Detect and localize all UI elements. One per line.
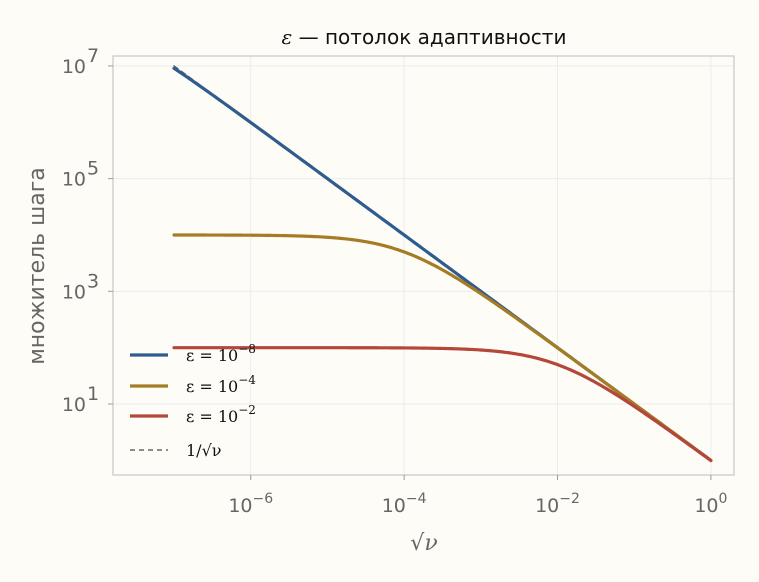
y-tick-label: 10 [62,281,86,303]
y-axis-label: множитель шага [25,167,50,365]
y-tick-exponent: 7 [87,45,99,67]
x-tick-label: 10−4 [382,491,427,517]
legend: ε = 10−8 ε = 10−4 ε = 10−2 1/√ν [130,342,256,460]
x-axis-label: √ν [410,531,437,556]
series-line [172,346,713,463]
legend-label: ε = 10−2 [186,403,256,426]
y-tick-exponent: 3 [87,270,99,292]
legend-label: ε = 10−8 [186,342,256,365]
grid-lines [113,56,734,475]
series-line [172,233,713,462]
series-layer [172,65,713,463]
y-tick-label: 10 [62,56,86,78]
y-tick-exponent: 1 [87,383,99,405]
legend-label: 1/√ν [186,441,222,460]
y-tick-exponent: 5 [87,158,99,180]
chart-title: ε — потолок адаптивности [282,25,567,49]
plot-frame [112,55,735,476]
x-tick-label: 10−6 [228,491,273,517]
legend-label: ε = 10−4 [186,373,256,396]
x-tick-label: 10−2 [535,491,580,517]
x-tick-label: 100 [694,491,727,517]
y-tick-label: 10 [62,169,86,191]
y-tick-label: 10 [62,394,86,416]
ticks [108,65,712,480]
